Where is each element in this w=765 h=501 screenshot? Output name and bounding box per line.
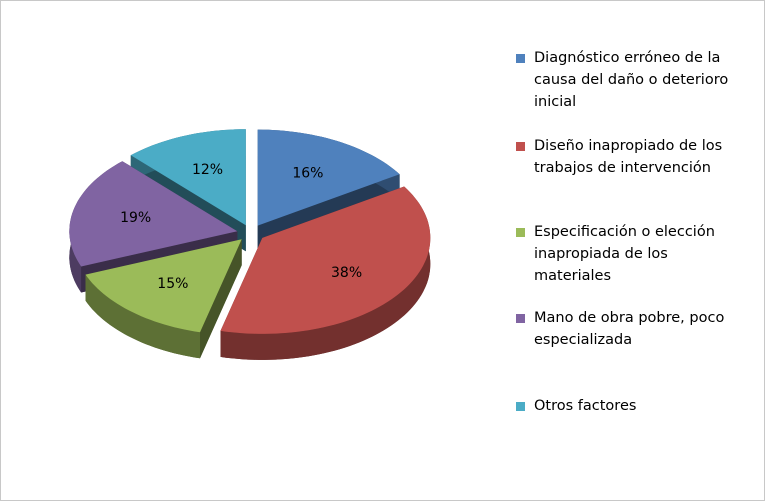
slice-top <box>220 186 431 334</box>
legend-label: Mano de obra pobre, poco especializada <box>534 310 725 348</box>
legend-swatch <box>516 142 525 151</box>
legend-item: Diagnóstico erróneo de la causa del daño… <box>516 47 746 113</box>
legend-label: Otros factores <box>534 398 637 414</box>
slice-wall <box>200 239 242 359</box>
legend-swatch <box>516 228 525 237</box>
legend-item: Mano de obra pobre, poco especializada <box>516 307 746 351</box>
slice-rim <box>220 186 431 360</box>
legend-label: Diseño inapropiado de los trabajos de in… <box>534 138 723 176</box>
legend-item: Diseño inapropiado de los trabajos de in… <box>516 135 746 179</box>
data-label: 38% <box>331 265 362 281</box>
legend-label: Especificación o elección inapropiada de… <box>534 224 715 284</box>
legend-swatch <box>516 314 525 323</box>
slice-top <box>85 239 242 333</box>
slice <box>85 239 242 359</box>
legend-item: Otros factores <box>516 395 746 417</box>
slice-rim <box>85 274 200 359</box>
legend-label: Diagnóstico erróneo de la causa del daño… <box>534 50 729 110</box>
data-label: 12% <box>192 162 223 178</box>
data-label: 16% <box>292 165 323 181</box>
data-label: 19% <box>120 210 151 226</box>
slice-top <box>130 129 246 226</box>
pie-area: 16% 38% 15% 19% 12% <box>69 129 431 360</box>
legend-swatch <box>516 54 525 63</box>
legend-swatch <box>516 402 525 411</box>
slice-top <box>257 129 400 226</box>
slice <box>220 186 431 360</box>
data-label: 15% <box>157 276 188 292</box>
legend-item: Especificación o elección inapropiada de… <box>516 221 746 287</box>
slice-top <box>69 161 238 267</box>
